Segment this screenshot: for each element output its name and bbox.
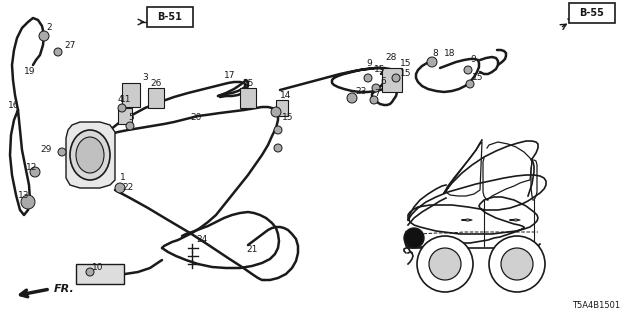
Text: 24: 24	[196, 236, 207, 244]
Circle shape	[86, 268, 94, 276]
Text: 12: 12	[26, 164, 37, 172]
Text: 15: 15	[400, 69, 412, 78]
Text: 18: 18	[444, 50, 456, 59]
Circle shape	[30, 167, 40, 177]
Bar	[148, 88, 164, 108]
Text: 20: 20	[190, 114, 202, 123]
Text: FR.: FR.	[54, 284, 75, 294]
Text: 17: 17	[224, 71, 236, 81]
Circle shape	[404, 228, 424, 248]
FancyBboxPatch shape	[147, 7, 193, 27]
Text: B-51: B-51	[157, 12, 182, 22]
Text: 22: 22	[122, 183, 133, 193]
Circle shape	[126, 122, 134, 130]
Bar	[276, 100, 288, 116]
Bar	[76, 264, 124, 284]
Circle shape	[392, 74, 400, 82]
Circle shape	[347, 93, 357, 103]
Circle shape	[58, 148, 66, 156]
Circle shape	[427, 57, 437, 67]
Text: 25: 25	[242, 79, 253, 89]
Text: 4: 4	[118, 95, 124, 105]
Circle shape	[54, 48, 62, 56]
Circle shape	[115, 183, 125, 193]
Text: 10: 10	[92, 263, 104, 273]
Circle shape	[118, 104, 126, 112]
Text: 7: 7	[374, 90, 380, 99]
Text: 15: 15	[282, 114, 294, 123]
Circle shape	[271, 107, 281, 117]
Circle shape	[39, 31, 49, 41]
Text: 2: 2	[46, 23, 52, 33]
Bar	[382, 68, 402, 92]
Circle shape	[429, 248, 461, 280]
Circle shape	[364, 74, 372, 82]
Text: 11: 11	[120, 95, 131, 105]
Text: 9: 9	[470, 55, 476, 65]
Text: T5A4B1501: T5A4B1501	[572, 301, 620, 310]
Circle shape	[21, 195, 35, 209]
Text: 8: 8	[432, 50, 438, 59]
Circle shape	[464, 66, 472, 74]
Text: 15: 15	[472, 74, 483, 83]
Text: 23: 23	[355, 87, 366, 97]
Text: 27: 27	[64, 42, 76, 51]
FancyBboxPatch shape	[569, 3, 615, 23]
Text: 15: 15	[374, 66, 385, 75]
Polygon shape	[66, 122, 115, 188]
Circle shape	[370, 96, 378, 104]
Text: 26: 26	[150, 79, 161, 89]
Text: 5: 5	[128, 114, 134, 123]
Circle shape	[274, 126, 282, 134]
Ellipse shape	[70, 130, 110, 180]
Bar	[122, 83, 140, 107]
Circle shape	[466, 80, 474, 88]
Text: 6: 6	[380, 77, 386, 86]
Text: 14: 14	[280, 92, 291, 100]
Text: 21: 21	[246, 245, 257, 254]
Ellipse shape	[76, 137, 104, 173]
Circle shape	[489, 236, 545, 292]
Circle shape	[372, 84, 380, 92]
Text: 3: 3	[142, 74, 148, 83]
Text: 1: 1	[120, 173, 125, 182]
Text: B-55: B-55	[580, 8, 604, 18]
Text: 15: 15	[400, 60, 412, 68]
Bar	[240, 88, 256, 108]
Bar	[118, 108, 132, 124]
Circle shape	[417, 236, 473, 292]
Text: 28: 28	[385, 53, 396, 62]
Circle shape	[501, 248, 533, 280]
Circle shape	[274, 144, 282, 152]
Text: 19: 19	[24, 68, 35, 76]
Text: 13: 13	[18, 191, 29, 201]
Text: 9: 9	[366, 60, 372, 68]
Text: 16: 16	[8, 101, 19, 110]
Text: 29: 29	[40, 146, 51, 155]
